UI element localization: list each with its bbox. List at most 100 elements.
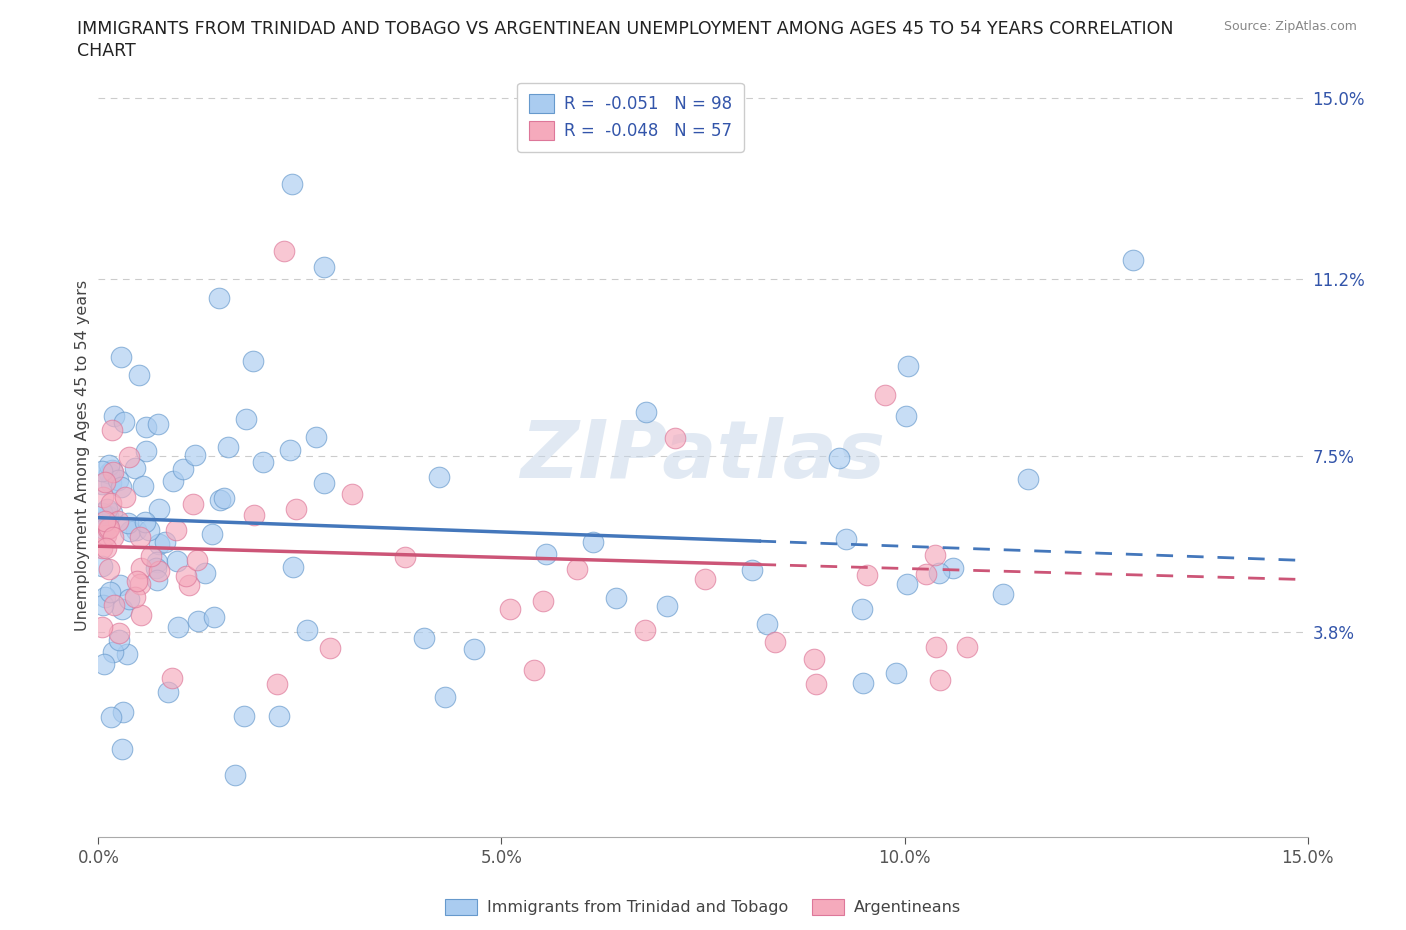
Point: [664, 431, 686, 445]
Point: [804, 677, 827, 692]
Point: [111, 741, 134, 756]
Point: [91, 559, 114, 574]
Point: [129, 561, 152, 576]
Point: [91, 463, 114, 478]
Point: [295, 622, 318, 637]
Point: [128, 367, 150, 382]
Point: [110, 350, 132, 365]
Point: [165, 523, 187, 538]
Point: [160, 671, 183, 685]
Point: [434, 689, 457, 704]
Point: [93, 475, 115, 490]
Point: [91, 597, 114, 612]
Point: [956, 639, 979, 654]
Point: [217, 440, 239, 455]
Point: [101, 462, 124, 477]
Point: [212, 491, 235, 506]
Point: [120, 524, 142, 538]
Point: [96, 502, 118, 517]
Point: [100, 475, 122, 490]
Point: [93, 522, 115, 537]
Point: [117, 515, 139, 530]
Point: [281, 560, 304, 575]
Point: [413, 631, 436, 645]
Point: [269, 709, 291, 724]
Point: [1122, 252, 1144, 267]
Point: [114, 490, 136, 505]
Point: [166, 553, 188, 568]
Point: [112, 415, 135, 430]
Point: [107, 473, 129, 488]
Point: [134, 514, 156, 529]
Point: [278, 443, 301, 458]
Point: [208, 493, 231, 508]
Point: [101, 465, 124, 480]
Point: [174, 569, 197, 584]
Point: [427, 470, 450, 485]
Point: [314, 259, 336, 274]
Text: ZIPatlas: ZIPatlas: [520, 417, 886, 495]
Point: [166, 619, 188, 634]
Point: [803, 651, 825, 666]
Point: [243, 508, 266, 523]
Point: [138, 522, 160, 537]
Point: [915, 566, 938, 581]
Point: [232, 709, 254, 724]
Point: [763, 635, 786, 650]
Point: [741, 563, 763, 578]
Point: [991, 587, 1014, 602]
Point: [856, 567, 879, 582]
Point: [91, 506, 114, 521]
Point: [129, 529, 152, 544]
Point: [172, 461, 194, 476]
Point: [463, 642, 485, 657]
Point: [285, 502, 308, 517]
Point: [94, 527, 117, 542]
Point: [111, 705, 134, 720]
Point: [101, 422, 124, 437]
Point: [94, 540, 117, 555]
Point: [110, 480, 132, 495]
Point: [91, 540, 114, 555]
Point: [124, 460, 146, 475]
Point: [179, 578, 201, 592]
Point: [319, 640, 342, 655]
Point: [273, 244, 295, 259]
Point: [924, 547, 946, 562]
Point: [125, 523, 148, 538]
Point: [94, 590, 117, 604]
Text: CHART: CHART: [77, 42, 136, 60]
Point: [148, 501, 170, 516]
Point: [145, 561, 167, 576]
Point: [146, 417, 169, 432]
Point: [97, 561, 120, 576]
Point: [101, 644, 124, 659]
Point: [835, 532, 858, 547]
Point: [499, 602, 522, 617]
Point: [942, 561, 965, 576]
Legend: Immigrants from Trinidad and Tobago, Argentineans: Immigrants from Trinidad and Tobago, Arg…: [437, 891, 969, 923]
Point: [266, 677, 288, 692]
Point: [135, 443, 157, 458]
Point: [93, 657, 115, 671]
Point: [305, 430, 328, 445]
Point: [186, 552, 208, 567]
Point: [194, 565, 217, 580]
Point: [201, 527, 224, 542]
Point: [111, 601, 134, 616]
Point: [125, 574, 148, 589]
Point: [162, 473, 184, 488]
Point: [97, 509, 120, 524]
Point: [851, 602, 873, 617]
Point: [183, 448, 205, 463]
Point: [141, 549, 163, 564]
Point: [925, 639, 948, 654]
Point: [103, 529, 125, 544]
Point: [108, 578, 131, 592]
Point: [115, 646, 138, 661]
Point: [655, 599, 678, 614]
Point: [153, 535, 176, 550]
Point: [98, 521, 121, 536]
Point: [896, 577, 918, 591]
Point: [340, 486, 363, 501]
